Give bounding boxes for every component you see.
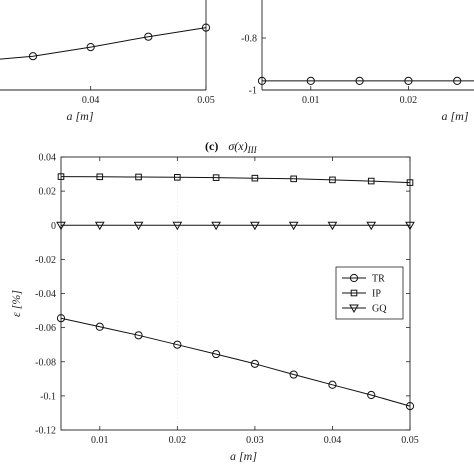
tr-data-point [56, 314, 66, 323]
ip-series-line [60, 176, 411, 184]
x-tick-label: 0.02 [169, 435, 187, 446]
y-tick-label: 0.04 [39, 153, 57, 164]
gq-data-point [94, 221, 105, 231]
ip-data-point [367, 177, 375, 185]
y-tick-label: 0.02 [39, 187, 57, 198]
tr-series-line [60, 317, 411, 407]
ip-data-point [135, 173, 142, 181]
legend-marker [349, 304, 359, 314]
tr-data-point [134, 331, 143, 340]
x-axis-label: a [m] [66, 109, 93, 123]
y-axis-label: ε [%] [9, 290, 23, 317]
ip-data-point [57, 173, 65, 180]
tr-data-point [328, 380, 337, 389]
ip-data-point [406, 179, 414, 186]
x-axis-label: a [m] [230, 449, 257, 463]
gq-data-point [366, 221, 377, 231]
data-point [86, 43, 95, 52]
tr-data-point [405, 402, 415, 411]
x-tick-label: 0.01 [302, 95, 320, 106]
gq-data-point [211, 221, 221, 231]
data-point [144, 32, 153, 41]
ip-data-point [96, 173, 104, 181]
panel-c: 0.01 0.02 0.03 0.04 0.05 0.04 0.02 0 -0.02 -0.04 -… [9, 139, 419, 463]
gq-data-point [56, 221, 66, 231]
ip-data-point [212, 174, 220, 181]
tr-data-point [212, 349, 221, 359]
gq-data-point [250, 221, 260, 231]
title-subscript: III [247, 145, 258, 155]
gq-data-point [172, 221, 183, 231]
tr-data-point [250, 359, 259, 368]
y-tick-label: -0.12 [35, 426, 56, 437]
y-tick-label: -0.06 [35, 323, 56, 334]
data-point [355, 76, 364, 86]
tr-data-point [95, 322, 104, 331]
legend-marker [349, 273, 359, 283]
gq-data-point [288, 221, 299, 231]
tr-data-point [367, 390, 376, 400]
x-tick-label: 0.02 [400, 95, 418, 106]
x-tick-label: 0.03 [246, 435, 264, 446]
panel-top-right: 0.010.020.03-1-0.8a [m] [241, 0, 474, 123]
chart-title: (c) σ(x)III [205, 139, 258, 155]
title-main: σ(x) [228, 139, 247, 153]
data-point [453, 76, 462, 86]
x-tick-label: 0.05 [401, 435, 419, 446]
gq-data-point [405, 221, 415, 231]
gq-data-point [327, 221, 338, 231]
x-axis-label: a [m] [441, 109, 468, 123]
data-point [306, 76, 315, 86]
x-tick-label: 0.04 [82, 95, 100, 106]
legend-label: GQ [372, 304, 387, 315]
legend-label: IP [372, 289, 381, 300]
panel-label: (c) [205, 139, 218, 153]
ip-data-point [251, 174, 259, 182]
data-point [28, 52, 38, 61]
panel-top-left: 0.030.040.05a [m] [0, 0, 215, 123]
data-point [257, 76, 267, 86]
gq-data-point [133, 221, 144, 231]
ip-data-point [290, 175, 297, 183]
tr-data-point [173, 340, 182, 349]
legend-label: TR [372, 274, 385, 285]
data-point [404, 76, 413, 86]
y-tick-label: -0.02 [35, 255, 56, 266]
ip-data-point [174, 174, 181, 181]
y-tick-label: 0 [51, 221, 56, 232]
x-tick-label: 0.04 [324, 435, 342, 446]
legend-marker [350, 289, 358, 297]
y-tick-label: -0.8 [241, 34, 257, 45]
x-tick-label: 0.01 [91, 435, 109, 446]
y-tick-label: -0.1 [40, 391, 56, 402]
y-tick-label: -0.08 [35, 357, 56, 368]
y-tick-label: -1 [249, 86, 257, 97]
ip-data-point [329, 176, 336, 184]
y-tick-label: -0.04 [35, 289, 56, 300]
data-point [201, 23, 211, 32]
x-tick-label: 0.05 [197, 95, 215, 106]
tr-data-point [289, 370, 298, 379]
series-line [0, 27, 207, 60]
